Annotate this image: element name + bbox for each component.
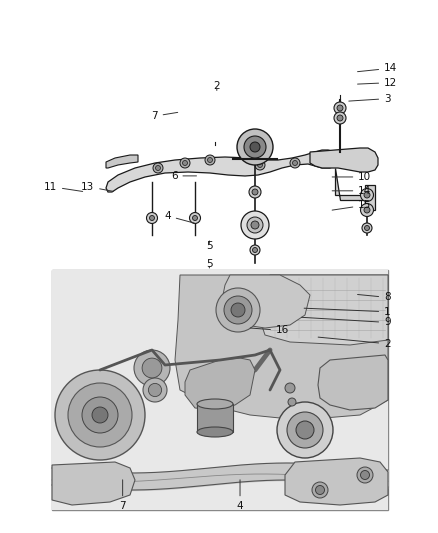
Circle shape <box>237 129 273 165</box>
Circle shape <box>192 215 198 221</box>
Circle shape <box>364 207 370 213</box>
Bar <box>52 270 388 510</box>
Text: 4: 4 <box>237 480 244 511</box>
Circle shape <box>247 217 263 233</box>
Text: 11: 11 <box>44 182 83 191</box>
Circle shape <box>362 223 372 233</box>
Text: 10: 10 <box>332 172 371 182</box>
Polygon shape <box>335 168 375 210</box>
Text: 16: 16 <box>250 326 289 335</box>
Circle shape <box>55 370 145 460</box>
Circle shape <box>290 158 300 168</box>
Circle shape <box>312 482 328 498</box>
Circle shape <box>183 160 187 166</box>
Text: 14: 14 <box>332 186 371 196</box>
Circle shape <box>250 245 260 255</box>
Circle shape <box>255 160 265 170</box>
Polygon shape <box>222 275 310 328</box>
Circle shape <box>251 221 259 229</box>
Circle shape <box>241 211 269 239</box>
Circle shape <box>82 397 118 433</box>
Circle shape <box>334 112 346 124</box>
Circle shape <box>364 225 370 230</box>
Circle shape <box>208 157 212 163</box>
Circle shape <box>205 155 215 165</box>
Circle shape <box>216 288 260 332</box>
Circle shape <box>296 421 314 439</box>
Circle shape <box>142 358 162 378</box>
Polygon shape <box>175 275 388 420</box>
Text: 9: 9 <box>301 317 391 327</box>
Circle shape <box>334 102 346 114</box>
Circle shape <box>231 303 245 317</box>
Circle shape <box>249 186 261 198</box>
Text: 3: 3 <box>349 94 391 103</box>
Ellipse shape <box>197 399 233 409</box>
Circle shape <box>149 215 155 221</box>
Text: 5: 5 <box>206 241 213 251</box>
Circle shape <box>68 383 132 447</box>
Circle shape <box>357 467 373 483</box>
Circle shape <box>148 383 162 397</box>
Text: 12: 12 <box>357 78 397 87</box>
Circle shape <box>288 398 296 406</box>
Circle shape <box>315 486 325 495</box>
Polygon shape <box>106 150 338 192</box>
Circle shape <box>337 115 343 121</box>
Circle shape <box>252 189 258 195</box>
Circle shape <box>143 378 167 402</box>
Circle shape <box>360 204 374 216</box>
Text: 7: 7 <box>151 111 178 121</box>
Circle shape <box>190 213 201 223</box>
Circle shape <box>285 383 295 393</box>
Bar <box>52 270 388 510</box>
Polygon shape <box>260 275 388 345</box>
Text: 1: 1 <box>304 307 391 317</box>
Circle shape <box>287 412 323 448</box>
Circle shape <box>224 296 252 324</box>
Circle shape <box>360 189 374 201</box>
Circle shape <box>92 407 108 423</box>
Text: 13: 13 <box>81 182 113 191</box>
Circle shape <box>155 166 160 171</box>
Circle shape <box>153 163 163 173</box>
Text: 6: 6 <box>171 171 197 181</box>
Circle shape <box>134 350 170 386</box>
Circle shape <box>250 142 260 152</box>
Polygon shape <box>310 148 378 172</box>
Polygon shape <box>185 358 255 410</box>
Polygon shape <box>106 155 138 168</box>
Circle shape <box>258 163 262 167</box>
Circle shape <box>337 105 343 111</box>
Polygon shape <box>318 355 388 410</box>
Circle shape <box>180 158 190 168</box>
Text: 4: 4 <box>164 211 194 223</box>
Bar <box>197 404 233 432</box>
Circle shape <box>293 160 297 166</box>
Circle shape <box>360 471 370 480</box>
Circle shape <box>252 247 258 253</box>
Circle shape <box>146 213 158 223</box>
Circle shape <box>244 136 266 158</box>
Text: 5: 5 <box>206 259 213 269</box>
Polygon shape <box>52 462 135 505</box>
Text: 7: 7 <box>119 480 126 511</box>
Circle shape <box>364 192 370 198</box>
Ellipse shape <box>197 427 233 437</box>
Text: 2: 2 <box>318 337 391 349</box>
Text: 14: 14 <box>357 63 397 73</box>
Circle shape <box>277 402 333 458</box>
Text: 15: 15 <box>332 200 371 210</box>
Text: 8: 8 <box>357 293 391 302</box>
Text: 2: 2 <box>213 82 220 91</box>
Polygon shape <box>285 458 388 505</box>
